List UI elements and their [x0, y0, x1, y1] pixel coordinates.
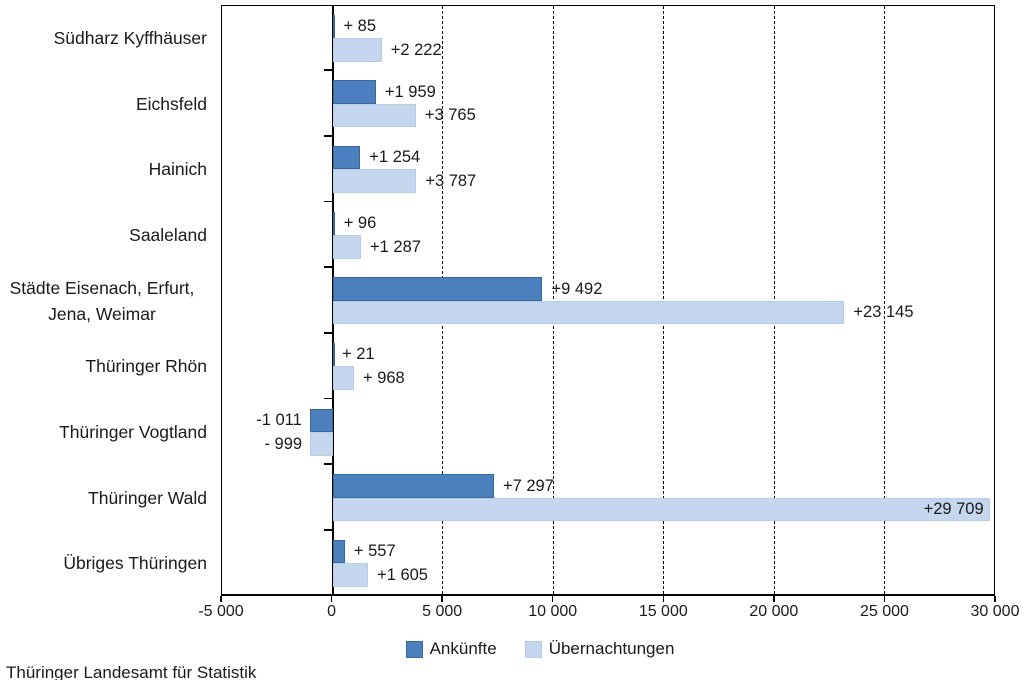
x-axis-tick	[441, 596, 443, 602]
bar-ankuenfte	[332, 145, 361, 170]
chart-plot-area: + 85 +1 959 +1 254 + 96 +9 492 + 21 -1 011 +7 2…	[221, 5, 995, 596]
x-axis-tick-label: 15 000	[638, 603, 688, 620]
bar-value-label: +23 145	[853, 303, 914, 322]
x-axis-tick	[883, 596, 886, 602]
x-axis-tick-label: 30 000	[970, 603, 1020, 620]
bar-value-label: + 557	[353, 542, 396, 561]
category-label: Thüringer Vogtland	[59, 421, 207, 442]
category-tick	[323, 135, 333, 137]
category-tick	[323, 529, 333, 531]
bar-uebernachtungen	[332, 38, 382, 62]
bar-value-label: + 21	[342, 345, 375, 364]
bar-ankuenfte	[332, 342, 335, 367]
category-tick	[323, 200, 333, 203]
bar-value-label: + 968	[362, 368, 405, 387]
bar-uebernachtungen	[332, 235, 362, 259]
category-label: Übriges Thüringen	[63, 553, 207, 574]
bar-value-label: +1 605	[377, 565, 428, 584]
bar-uebernachtungen	[310, 432, 333, 456]
bar-ankuenfte	[332, 277, 543, 301]
x-axis-tick	[662, 596, 665, 602]
gridline-15000	[663, 6, 665, 594]
gridline-25000	[884, 6, 886, 594]
category-tick	[323, 397, 333, 400]
x-axis-tick-label: 10 000	[528, 603, 578, 620]
bar-value-label: + 96	[343, 214, 377, 232]
category-tick	[323, 266, 333, 268]
bar-value-label: + 85	[343, 17, 377, 35]
category-tick	[323, 69, 333, 71]
x-axis-tick	[551, 596, 554, 602]
bar-value-label: +1 254	[369, 148, 421, 167]
bar-value-label: +3 787	[425, 171, 477, 190]
gridline-10000	[552, 6, 554, 594]
bar-uebernachtungen	[332, 300, 845, 325]
category-label: Saaleland	[129, 224, 207, 245]
bar-value-label: +2 222	[390, 40, 442, 59]
bar-value-label: +1 287	[370, 237, 421, 256]
bar-ankuenfte	[332, 474, 494, 498]
source-note: Thüringer Landesamt für Statistik	[6, 663, 257, 680]
legend-swatch-uebernachtungen	[524, 640, 542, 658]
x-axis-tick	[330, 596, 333, 602]
bar-value-label: +1 959	[384, 82, 436, 101]
bar-value-label: - 999	[264, 434, 303, 453]
bar-ankuenfte	[332, 14, 335, 38]
x-axis-tick-label: 25 000	[859, 603, 909, 620]
legend-swatch-ankuenfte	[405, 640, 423, 658]
x-axis-tick	[220, 596, 222, 602]
legend-label: Ankünfte	[429, 639, 497, 658]
bar-uebernachtungen	[332, 103, 416, 128]
bar-uebernachtungen	[332, 563, 369, 587]
x-axis-tick-label: -5 000	[198, 603, 244, 620]
category-label: Eichsfeld	[135, 93, 207, 114]
category-label: Städte Eisenach, Erfurt, Jena, Weimar	[9, 277, 195, 324]
bar-value-label: +7 297	[502, 476, 554, 495]
bar-uebernachtungen	[332, 366, 354, 390]
x-axis-tick	[994, 596, 996, 602]
bar-value-label: +9 492	[551, 279, 603, 298]
category-label: Thüringer Wald	[88, 487, 207, 508]
bar-uebernachtungen	[332, 169, 417, 193]
bar-ankuenfte	[332, 539, 345, 564]
category-label: Hainich	[148, 159, 207, 180]
bar-ankuenfte	[332, 211, 335, 235]
bar-uebernachtungen	[332, 497, 990, 522]
legend-label: Übernachtungen	[548, 639, 675, 658]
bar-value-label: +3 765	[424, 106, 476, 125]
category-tick	[323, 332, 333, 334]
x-axis-tick-label: 0	[327, 603, 337, 620]
legend-item: Ankünfte	[405, 639, 497, 659]
legend-item: Übernachtungen	[524, 639, 675, 659]
bar-ankuenfte	[332, 80, 376, 104]
category-tick	[323, 463, 333, 465]
x-axis-tick-label: 20 000	[749, 603, 799, 620]
category-label: Südharz Kyffhäuser	[53, 27, 207, 48]
category-label: Thüringer Rhön	[85, 356, 207, 377]
x-axis-tick	[773, 596, 775, 602]
bar-value-label: -1 011	[256, 411, 302, 429]
bar-ankuenfte	[310, 408, 333, 432]
bar-value-label: +29 709	[923, 500, 984, 519]
legend: Ankünfte Übernachtungen	[0, 637, 1032, 661]
x-axis-tick-label: 5 000	[422, 603, 463, 620]
gridline-20000	[773, 6, 775, 594]
